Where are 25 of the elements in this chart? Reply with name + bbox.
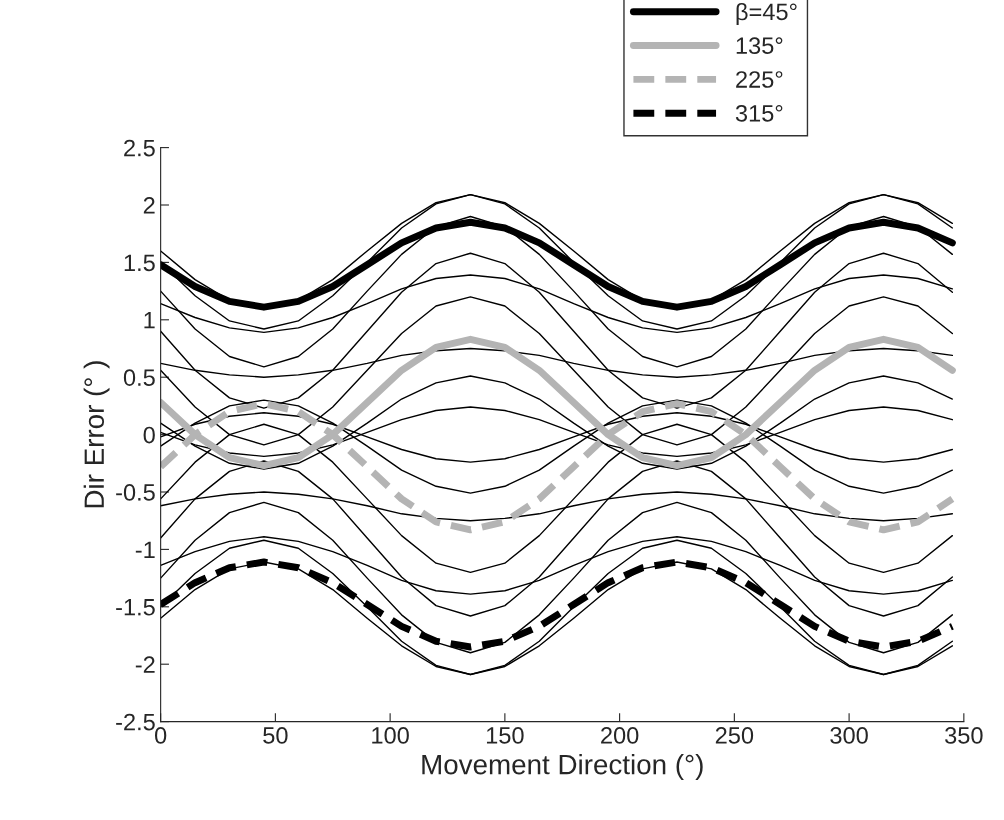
legend-label: 225° <box>736 71 783 88</box>
x-tick-label: 0 <box>155 727 167 744</box>
y-tick-label: 1.5 <box>124 254 155 272</box>
x-tick-label: 50 <box>263 727 288 744</box>
legend-label: 315° <box>735 104 783 122</box>
y-tick-label: 0 <box>143 426 155 444</box>
y-tick-label: -1.5 <box>116 599 155 616</box>
y-tick-label: 2 <box>143 197 155 214</box>
x-axis-title: Movement Direction (°) <box>422 754 703 780</box>
x-tick-label: 300 <box>830 727 868 744</box>
y-tick-label: 2.5 <box>124 139 155 157</box>
x-tick-label: 200 <box>601 727 639 744</box>
y-tick-label: -2.5 <box>116 713 155 731</box>
y-tick-label: 0.5 <box>123 369 155 386</box>
x-tick-label: 350 <box>945 727 983 744</box>
y-tick-label: 1 <box>144 312 155 329</box>
y-tick-label: -0.5 <box>116 484 155 501</box>
x-tick-label: 150 <box>486 727 524 744</box>
x-tick-label: 250 <box>715 727 754 744</box>
legend-label: β=45° <box>736 2 797 25</box>
legend-label: 135° <box>736 37 783 55</box>
y-axis-title: Dir Error (° ) <box>83 361 110 508</box>
y-tick-label: -1 <box>135 541 155 558</box>
y-tick-label: -2 <box>135 656 155 673</box>
x-tick-label: 100 <box>372 727 409 744</box>
